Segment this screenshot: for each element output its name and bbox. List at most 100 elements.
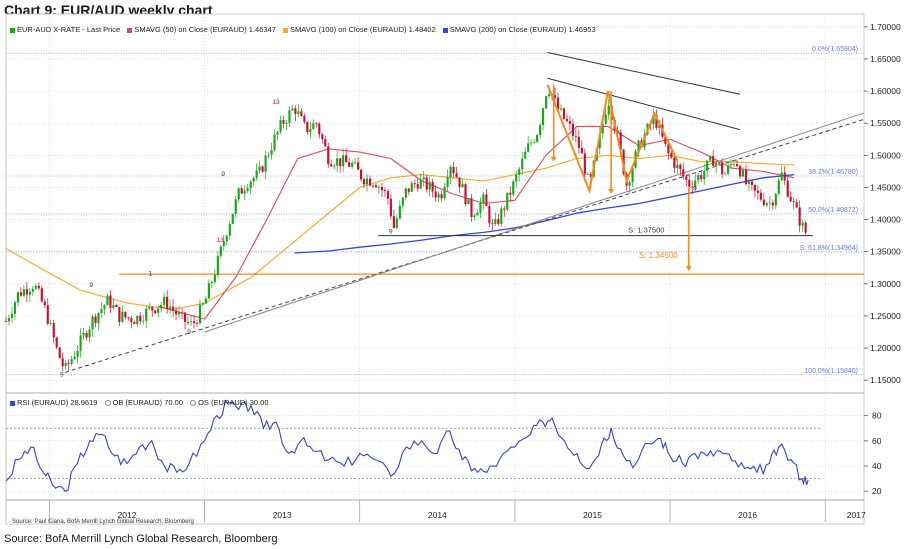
candle-body bbox=[139, 315, 142, 322]
candle-body bbox=[46, 305, 49, 324]
candle-body bbox=[768, 202, 771, 204]
candle-body bbox=[568, 121, 571, 124]
x-tick-label: 2017 bbox=[847, 510, 866, 520]
candle-body bbox=[392, 216, 395, 228]
candle-body bbox=[204, 298, 207, 304]
candle-body bbox=[685, 176, 688, 180]
candle-body bbox=[521, 158, 524, 170]
legend-rsi: RSI (EURAUD) 28.9619 bbox=[17, 398, 98, 407]
candle-body bbox=[485, 194, 488, 207]
candle-body bbox=[467, 198, 470, 205]
candle-body bbox=[4, 321, 8, 322]
candle-body bbox=[512, 181, 515, 195]
candle-body bbox=[180, 312, 184, 314]
candle-body bbox=[64, 362, 67, 367]
fib-label: 0.0%(1.65904) bbox=[812, 46, 858, 53]
candle-body bbox=[177, 312, 181, 315]
candle-body bbox=[407, 188, 410, 192]
candle-body bbox=[544, 96, 548, 109]
candle-body bbox=[589, 174, 592, 177]
candle-body bbox=[500, 208, 503, 224]
candle-body bbox=[503, 208, 506, 210]
candle-body bbox=[789, 196, 792, 202]
candle-body bbox=[750, 181, 754, 185]
candle-body bbox=[664, 136, 667, 145]
x-tick-label: 2013 bbox=[273, 510, 292, 520]
candle-body bbox=[318, 123, 321, 135]
candle-body bbox=[470, 198, 473, 217]
candle-body bbox=[377, 187, 381, 188]
x-tick-label: 2016 bbox=[738, 510, 757, 520]
candle-body bbox=[148, 307, 151, 309]
projection-arrow-head bbox=[608, 188, 615, 194]
candle-body bbox=[577, 136, 580, 148]
candle-body bbox=[706, 160, 709, 172]
candle-body bbox=[452, 167, 455, 174]
candle-body bbox=[76, 350, 79, 357]
candle-body bbox=[362, 179, 366, 185]
candle-body bbox=[365, 178, 369, 185]
source-note: Source: BofA Merrill Lynch Global Resear… bbox=[4, 533, 278, 545]
rsi-panel-grid bbox=[6, 415, 864, 492]
candle-body bbox=[246, 188, 249, 191]
candle-body bbox=[688, 179, 691, 187]
candle-body bbox=[619, 132, 622, 150]
candle-body bbox=[189, 321, 193, 323]
candle-body bbox=[747, 181, 751, 184]
candle-body bbox=[213, 274, 216, 283]
candle-body bbox=[297, 111, 300, 114]
pattern-path bbox=[546, 84, 679, 195]
candle-body bbox=[267, 154, 270, 156]
candle-body bbox=[273, 134, 276, 151]
price-panel-grid bbox=[6, 14, 864, 500]
candle-body bbox=[240, 188, 243, 194]
candle-body bbox=[49, 322, 52, 324]
legend-swatch-sma100 bbox=[283, 27, 288, 33]
candle-body bbox=[207, 283, 210, 299]
candle-body bbox=[539, 125, 542, 136]
candle-body bbox=[488, 206, 491, 224]
candle-body bbox=[726, 165, 730, 174]
candle-body bbox=[231, 213, 234, 224]
candle-body bbox=[333, 165, 336, 167]
candle-body bbox=[234, 199, 237, 214]
x-tick-label: 2012 bbox=[118, 510, 137, 520]
candle-body bbox=[410, 183, 413, 192]
sequential-count-label: 9 bbox=[221, 171, 225, 178]
candle-body bbox=[571, 123, 574, 137]
candle-body bbox=[94, 316, 97, 323]
candle-body bbox=[386, 191, 389, 199]
candle-body bbox=[667, 144, 670, 154]
y-tick-label: 1.15000 bbox=[870, 375, 901, 385]
candle-body bbox=[631, 167, 634, 182]
candle-body bbox=[604, 114, 607, 125]
candle-body bbox=[694, 180, 697, 188]
candle-body bbox=[655, 115, 658, 128]
candle-body bbox=[491, 223, 494, 225]
candle-body bbox=[652, 115, 655, 125]
candle-body bbox=[494, 219, 497, 225]
candle-body bbox=[154, 310, 157, 313]
rsi-y-tick-label: 40 bbox=[872, 461, 882, 471]
candle-body bbox=[583, 153, 586, 175]
candle-body bbox=[88, 329, 91, 338]
x-tick-label: 2014 bbox=[428, 510, 447, 520]
candle-body bbox=[357, 162, 360, 170]
sequential-count-label: 9 bbox=[90, 282, 94, 289]
legend-swatch-sma200 bbox=[442, 27, 448, 33]
candle-body bbox=[169, 306, 172, 309]
candle-body bbox=[479, 202, 482, 213]
candle-body bbox=[473, 215, 476, 217]
candle-body bbox=[55, 337, 58, 348]
rsi-panel-lines bbox=[5, 399, 823, 492]
support-label: S: 1.37500 bbox=[628, 226, 664, 235]
candle-body bbox=[786, 180, 789, 197]
candle-body bbox=[446, 176, 449, 188]
legend-sma200: SMAVG (200) on Close (EURAUD) 1.46953 bbox=[449, 25, 596, 34]
candle-body bbox=[109, 295, 112, 308]
candle-body bbox=[198, 304, 202, 324]
rsi-y-tick-label: 20 bbox=[872, 486, 882, 496]
candle-body bbox=[586, 174, 589, 175]
sequential-count-label: 9 bbox=[389, 229, 393, 236]
candle-body bbox=[91, 316, 94, 330]
